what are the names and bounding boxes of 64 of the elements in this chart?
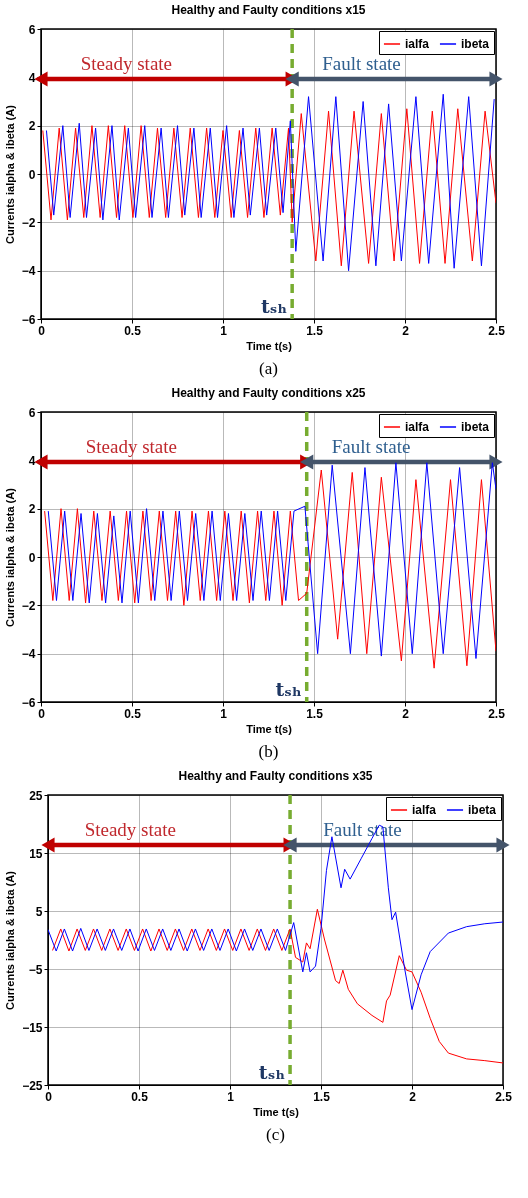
y-tick-label: −5 xyxy=(28,962,43,977)
y-tick-label: 15 xyxy=(29,846,43,861)
x-tick-label: 1.5 xyxy=(306,706,324,721)
x-tick-label: 2.5 xyxy=(488,706,506,721)
y-tick-label: −6 xyxy=(21,695,36,710)
y-tick-label: −25 xyxy=(22,1078,43,1093)
y-tick-label: −15 xyxy=(22,1020,43,1035)
line-series xyxy=(48,824,503,1011)
x-tick-label: 2 xyxy=(409,1089,417,1104)
x-tick-label: 2.5 xyxy=(495,1089,513,1104)
legend-label: ialfa xyxy=(405,37,430,51)
annotation: Fault state xyxy=(331,436,411,457)
legend-label: ibeta xyxy=(468,803,497,817)
x-tick-label: 0.5 xyxy=(131,1089,149,1104)
x-axis-title: Time t(s) xyxy=(246,339,293,352)
legend-label: ialfa xyxy=(412,803,437,817)
y-tick-label: 0 xyxy=(28,550,36,565)
x-tick-label: 1.5 xyxy=(313,1089,331,1104)
x-tick-label: 1.5 xyxy=(306,323,324,338)
x-tick-label: 1 xyxy=(220,323,228,338)
chart-title: Healthy and Faulty conditions x15 xyxy=(171,3,366,17)
y-tick-label: −2 xyxy=(21,215,36,230)
y-tick-label: 5 xyxy=(35,904,43,919)
y-axis-title: Currents ialpha & ibeta (A) xyxy=(4,870,17,1010)
y-tick-label: 4 xyxy=(28,453,36,468)
y-tick-label: 4 xyxy=(28,70,36,85)
y-tick-label: −6 xyxy=(21,312,36,327)
x-axis-title: Time t(s) xyxy=(253,1105,300,1118)
y-tick-label: −2 xyxy=(21,598,36,613)
x-axis-title: Time t(s) xyxy=(246,722,293,735)
line-series xyxy=(52,908,503,1064)
y-tick-label: 2 xyxy=(28,119,36,134)
y-tick-label: −4 xyxy=(21,264,36,279)
ref-line-label: tₛₕ xyxy=(260,295,288,317)
y-tick-label: 6 xyxy=(28,22,36,37)
chart-title: Healthy and Faulty conditions x25 xyxy=(171,386,366,400)
y-axis-title: Currents ialpha & ibeta (A) xyxy=(3,487,16,627)
x-tick-label: 1 xyxy=(227,1089,235,1104)
annotation: Fault state xyxy=(322,53,401,74)
annotation: Steady state xyxy=(84,819,176,840)
x-tick-label: 0.5 xyxy=(124,706,142,721)
y-tick-label: 2 xyxy=(28,502,36,517)
ref-line-label: tₛₕ xyxy=(275,678,302,700)
annotation: Steady state xyxy=(80,53,173,74)
x-tick-label: 0.5 xyxy=(124,323,142,338)
legend-label: ialfa xyxy=(405,420,430,434)
legend-label: ibeta xyxy=(461,420,490,434)
y-tick-label: 0 xyxy=(28,167,36,182)
chart-title: Healthy and Faulty conditions x35 xyxy=(178,769,373,783)
y-tick-label: 25 xyxy=(29,788,43,803)
annotation: Steady state xyxy=(85,436,177,457)
y-tick-label: 6 xyxy=(28,405,36,420)
text: (c) xyxy=(266,1125,285,1144)
x-tick-label: 1 xyxy=(220,706,228,721)
x-tick-label: 0 xyxy=(45,1089,53,1104)
legend-label: ibeta xyxy=(461,37,490,51)
x-tick-label: 2.5 xyxy=(488,323,506,338)
x-tick-label: 2 xyxy=(402,323,410,338)
ref-line-label: tₛₕ xyxy=(258,1061,286,1083)
y-tick-label: −4 xyxy=(21,647,36,662)
y-axis-title: Currents ialpha & ibeta (A) xyxy=(3,104,16,244)
x-tick-label: 2 xyxy=(402,706,410,721)
text: (a) xyxy=(259,359,278,378)
text: (b) xyxy=(258,742,279,761)
